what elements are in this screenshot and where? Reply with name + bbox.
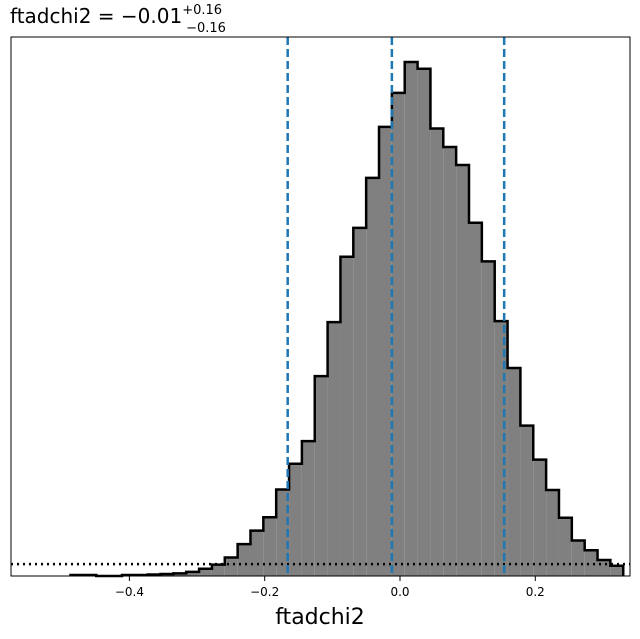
histogram-bar: [610, 565, 624, 576]
title-lower-error: −0.16: [186, 21, 226, 36]
histogram-bar: [430, 128, 444, 576]
histogram-bar: [494, 321, 508, 576]
histogram-bar: [456, 165, 469, 576]
histogram-bar: [186, 571, 200, 576]
histogram-bar: [366, 177, 380, 576]
title-upper-error: +0.16: [182, 3, 222, 18]
histogram-bar: [301, 441, 315, 576]
histogram-bar: [481, 261, 495, 576]
plot-area: −0.4 −0.2 0.0 0.2: [10, 36, 631, 599]
histogram-bar: [237, 544, 251, 576]
chart-title: ftadchi2 = −0.01+0.16 −0.16: [10, 3, 226, 36]
x-axis-label: ftadchi2: [275, 605, 365, 630]
histogram-bar: [417, 68, 431, 576]
histogram-bar: [443, 147, 457, 576]
histogram-bar: [199, 568, 212, 576]
histogram-bar: [571, 540, 585, 576]
x-tick-label: 0.2: [526, 585, 545, 599]
histogram-bar: [379, 126, 392, 577]
histogram-bar: [263, 517, 277, 576]
histogram-bar: [211, 564, 225, 576]
histogram-bar: [173, 573, 187, 576]
histogram-bar: [546, 489, 559, 576]
histogram-bar: [533, 459, 547, 576]
histogram-bar: [391, 92, 405, 577]
histogram-bar: [353, 227, 367, 577]
histogram-bar: [558, 517, 572, 576]
histogram-bar: [597, 560, 611, 576]
histogram-bar: [340, 256, 354, 576]
histogram-bar: [314, 376, 328, 576]
histogram-bar: [250, 530, 264, 576]
histogram-bar: [468, 222, 482, 576]
x-tick-label: −0.4: [115, 585, 144, 599]
title-param-name: ftadchi2: [10, 4, 91, 28]
histogram-bar: [404, 62, 418, 576]
histogram-bar: [507, 367, 521, 576]
title-median: −0.01: [121, 4, 182, 28]
histogram-bar: [276, 489, 290, 576]
histogram-outline: [69, 60, 625, 578]
histogram-bar: [224, 557, 238, 576]
title-equals: =: [91, 4, 120, 28]
histogram-bar: [327, 322, 341, 576]
histogram-bar: [584, 550, 598, 576]
x-tick-label: 0.0: [390, 585, 409, 599]
histogram-bar: [520, 425, 534, 576]
axes-frame: [10, 36, 631, 577]
histogram-bar: [289, 463, 302, 576]
x-tick-label: −0.2: [250, 585, 279, 599]
